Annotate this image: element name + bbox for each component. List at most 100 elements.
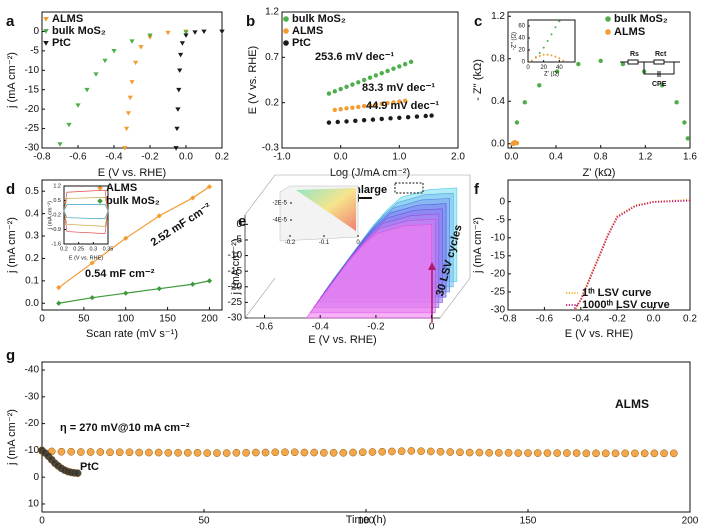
y-tick-label: 1.2 — [265, 7, 279, 18]
point — [192, 30, 198, 35]
point — [326, 120, 332, 125]
y-axis-label: j (mA cm⁻²) — [6, 217, 18, 274]
point — [213, 449, 221, 457]
x-tick-label: 0.3 — [90, 246, 98, 252]
x-tick-label: 0.0 — [179, 152, 193, 163]
point — [206, 184, 213, 190]
point — [379, 101, 384, 107]
y-tick-label: 0.5 — [53, 198, 61, 204]
annotation: 0.54 mF cm⁻² — [85, 268, 155, 280]
point — [538, 55, 541, 57]
point — [338, 106, 343, 112]
point — [407, 447, 416, 455]
point — [102, 58, 108, 64]
axis-box — [244, 174, 471, 319]
point — [190, 281, 196, 287]
point — [219, 29, 225, 35]
x-tick-label: 0.0 — [647, 314, 661, 325]
legend-label: ALMS — [52, 13, 83, 25]
y-tick-label: -5 — [496, 214, 505, 225]
y-axis-label: j (mA cm⁻²) — [47, 201, 53, 230]
point — [154, 448, 163, 457]
point — [388, 116, 393, 121]
x-tick-label: 100 — [358, 516, 375, 526]
point — [179, 41, 185, 46]
point — [397, 115, 402, 121]
legend-label: ALMS — [614, 26, 645, 38]
point — [135, 448, 144, 457]
point — [563, 449, 571, 457]
legend-swatch — [97, 198, 103, 204]
y-tick-label: -30 — [25, 143, 40, 154]
circuit-label: Rct — [655, 51, 667, 58]
plot-frame — [507, 11, 691, 149]
point — [379, 71, 384, 76]
point — [456, 448, 464, 457]
point — [175, 107, 181, 112]
y-tick-label: 0 — [33, 26, 39, 37]
y-tick-label: 0.0 — [491, 138, 505, 149]
y-tick-label: 0 — [522, 60, 526, 66]
point — [335, 119, 340, 125]
point — [329, 448, 338, 457]
point — [385, 100, 390, 106]
x-tick-label: -0.4 — [312, 322, 330, 333]
point — [446, 448, 455, 456]
point — [367, 75, 373, 80]
point — [138, 45, 144, 50]
point — [201, 29, 207, 35]
point — [242, 448, 250, 457]
x-tick-label: 0.4 — [549, 152, 563, 163]
x-tick-label: 0 — [39, 314, 45, 325]
point — [332, 107, 337, 113]
point — [494, 448, 503, 457]
x-tick-label: -0.2 — [285, 240, 296, 246]
plot-frame — [41, 361, 691, 513]
plot-frame — [527, 19, 576, 63]
point — [232, 448, 241, 457]
x-tick-label: 0 — [39, 516, 45, 526]
y-tick-label: 0.2 — [25, 253, 39, 264]
point — [350, 105, 355, 110]
point — [338, 86, 343, 92]
point — [423, 113, 428, 119]
point — [553, 449, 562, 457]
y-tick-label: -4E-5 — [272, 218, 287, 224]
legend-swatch — [283, 40, 289, 46]
cycle-layer — [305, 224, 432, 319]
x-tick-label: 40 — [556, 65, 563, 71]
y-tick-label: -25 — [228, 297, 243, 308]
point — [350, 82, 355, 87]
point — [344, 119, 349, 124]
point — [125, 448, 134, 457]
point — [344, 106, 349, 111]
x-tick-label: 0.2 — [683, 314, 697, 325]
legend-swatch — [43, 41, 49, 46]
point — [669, 449, 678, 458]
point — [174, 448, 182, 457]
point — [514, 120, 520, 125]
point — [156, 213, 162, 219]
y-axis-label: E (V vs. RHE) — [247, 46, 259, 114]
y-tick-label: 10 — [28, 499, 40, 510]
x-axis-label: E (V vs. RHE) — [308, 334, 376, 346]
y-tick-label: -5 — [233, 235, 242, 246]
x-tick-label: 150 — [520, 516, 537, 526]
point — [86, 448, 95, 456]
arrow-head — [428, 262, 436, 270]
point — [601, 449, 610, 458]
y-tick-label: 0 — [499, 196, 505, 207]
point — [397, 447, 406, 456]
point — [542, 53, 545, 56]
y-tick-label: 0.0 — [25, 298, 39, 309]
point — [465, 448, 474, 457]
point — [115, 448, 124, 457]
point — [403, 61, 408, 67]
point — [133, 60, 139, 66]
point — [391, 100, 396, 105]
legend-label: ALMS — [106, 182, 137, 194]
x-tick-label: 0.25 — [73, 246, 84, 252]
point — [524, 449, 532, 457]
point — [339, 448, 348, 457]
series-line — [58, 186, 210, 289]
